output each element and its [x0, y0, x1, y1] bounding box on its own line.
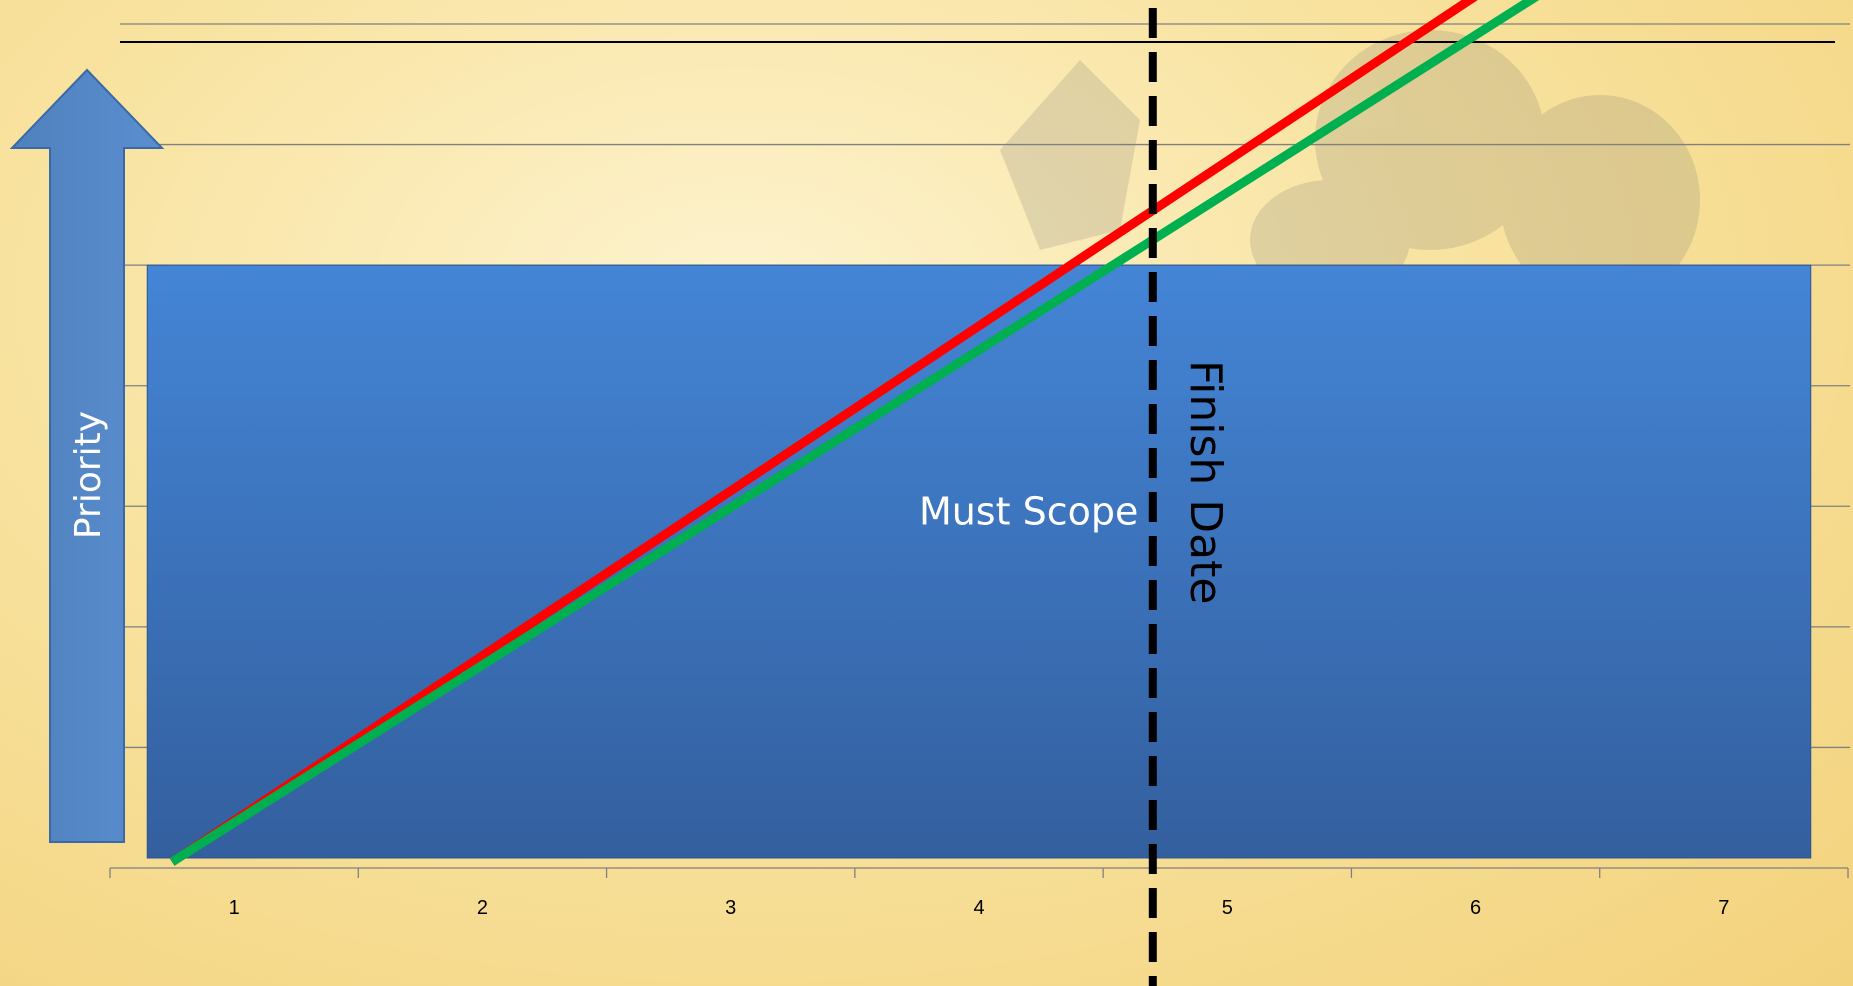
bg-wheel-shape-1 — [1315, 30, 1545, 250]
bg-wheel-shape-2 — [1500, 95, 1700, 305]
x-tick-label: 6 — [1470, 897, 1481, 919]
must-scope-label: Must Scope — [919, 489, 1138, 533]
finish-date-label: Finish Date — [1180, 360, 1231, 604]
x-tick-label: 4 — [973, 897, 984, 919]
bg-figure-shape — [1000, 60, 1140, 250]
x-tick-label: 3 — [725, 897, 736, 919]
series-line — [169, 0, 1478, 866]
x-tick-label: 7 — [1718, 897, 1729, 919]
x-axis: 1 2 3 4 5 6 7 — [109, 867, 1849, 919]
x-tick-label: 1 — [229, 897, 240, 919]
priority-label: Priority — [68, 411, 109, 539]
series-lines — [169, 0, 1540, 866]
series-line — [169, 0, 1540, 866]
x-tick-label: 2 — [477, 897, 488, 919]
priority-arrow — [9, 68, 165, 843]
must-scope-box — [146, 264, 1812, 859]
x-tick-label: 5 — [1222, 897, 1233, 919]
